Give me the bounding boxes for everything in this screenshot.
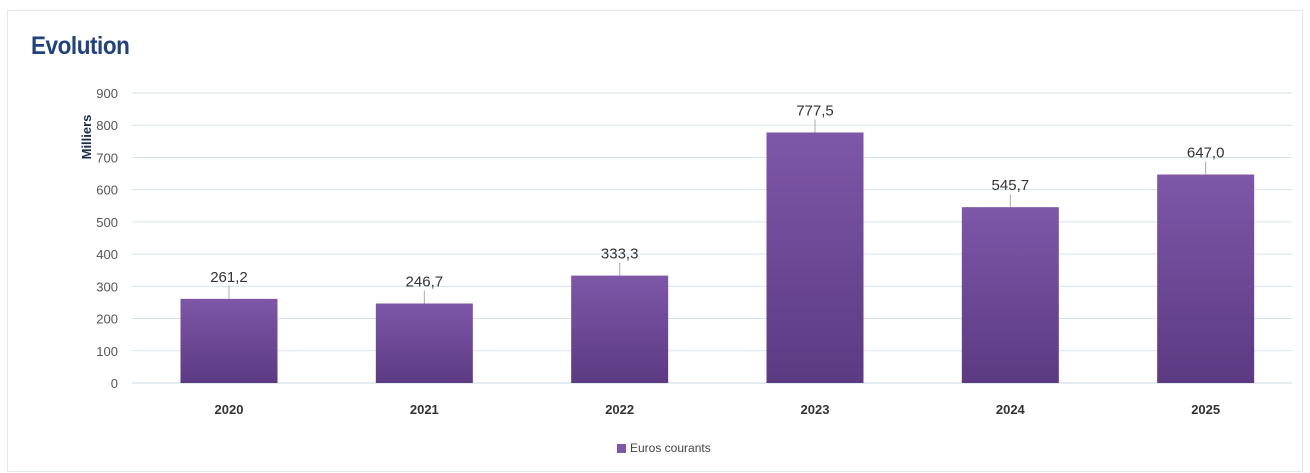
y-axis-title: Milliers	[79, 115, 94, 160]
data-label: 261,2	[210, 269, 248, 286]
x-tick-label: 2024	[996, 402, 1026, 417]
bars	[180, 132, 1255, 383]
x-tick-label: 2021	[410, 402, 439, 417]
legend-label: Euros courants	[630, 441, 711, 455]
data-label: 545,7	[992, 177, 1030, 194]
bar	[180, 298, 278, 383]
bar	[961, 207, 1059, 383]
y-tick-label: 400	[96, 247, 118, 262]
data-label: 777,5	[796, 102, 834, 119]
chart-panel	[7, 10, 1303, 472]
y-tick-label: 500	[96, 215, 118, 230]
x-axis-categories: 2020 2021 2022 2023 2024 2025	[215, 402, 1221, 417]
gridlines	[132, 92, 1292, 384]
data-label: 246,7	[406, 274, 444, 291]
y-tick-label: 600	[96, 183, 118, 198]
bar	[571, 275, 669, 383]
x-tick-label: 2020	[215, 402, 244, 417]
legend: Euros courants	[617, 441, 711, 455]
x-tick-label: 2025	[1191, 402, 1220, 417]
y-tick-label: 0	[111, 376, 118, 391]
bar	[375, 303, 473, 383]
y-tick-label: 100	[96, 344, 118, 359]
data-label: 333,3	[601, 246, 639, 263]
data-label: 647,0	[1187, 145, 1225, 162]
bar	[1157, 174, 1255, 383]
y-axis-ticks: 0 100 200 300 400 500 600 700 800 900	[96, 86, 118, 391]
y-tick-label: 900	[96, 86, 118, 101]
bar	[766, 132, 864, 383]
y-tick-label: 800	[96, 118, 118, 133]
y-tick-label: 700	[96, 150, 118, 165]
x-tick-label: 2022	[605, 402, 634, 417]
x-tick-label: 2023	[801, 402, 830, 417]
y-tick-label: 300	[96, 279, 118, 294]
legend-swatch	[617, 443, 626, 453]
y-tick-label: 200	[96, 312, 118, 327]
data-labels: 261,2 246,7 333,3 777,5 545,7 647,0	[210, 102, 1225, 304]
chart-title: Evolution	[31, 32, 130, 60]
